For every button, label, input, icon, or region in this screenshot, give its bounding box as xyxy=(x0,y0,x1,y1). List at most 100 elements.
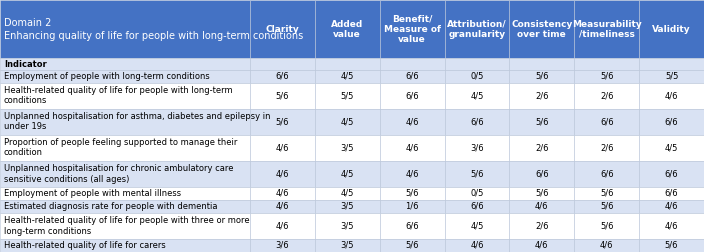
Text: 1/6: 1/6 xyxy=(406,202,419,211)
Bar xyxy=(444,135,510,161)
Bar xyxy=(639,187,704,200)
Text: Clarity: Clarity xyxy=(265,25,299,34)
Bar xyxy=(574,187,639,200)
Text: Validity: Validity xyxy=(652,25,691,34)
Text: 4/6: 4/6 xyxy=(665,91,679,100)
Text: 4/6: 4/6 xyxy=(470,241,484,250)
Bar xyxy=(574,239,639,252)
Bar xyxy=(510,135,574,161)
Bar xyxy=(639,239,704,252)
Bar xyxy=(315,161,379,187)
Bar xyxy=(510,213,574,239)
Text: 4/5: 4/5 xyxy=(341,189,354,198)
Bar xyxy=(444,239,510,252)
Text: 3/5: 3/5 xyxy=(341,202,354,211)
Bar xyxy=(250,70,315,83)
Bar xyxy=(0,200,250,213)
Text: 4/6: 4/6 xyxy=(406,143,419,152)
Bar xyxy=(379,187,444,200)
Bar xyxy=(444,58,510,70)
Bar xyxy=(315,109,379,135)
Text: 3/5: 3/5 xyxy=(341,222,354,230)
Bar xyxy=(250,200,315,213)
Text: 3/5: 3/5 xyxy=(341,143,354,152)
Text: 4/5: 4/5 xyxy=(341,169,354,178)
Bar xyxy=(0,135,250,161)
Bar xyxy=(574,70,639,83)
Text: 0/5: 0/5 xyxy=(470,189,484,198)
Text: Attribution/
granularity: Attribution/ granularity xyxy=(447,20,507,39)
Text: 5/6: 5/6 xyxy=(600,189,613,198)
Bar xyxy=(379,0,444,58)
Bar xyxy=(0,58,250,70)
Text: Unplanned hospitalisation for chronic ambulatory care
sensitive conditions (all : Unplanned hospitalisation for chronic am… xyxy=(4,164,234,183)
Text: 4/5: 4/5 xyxy=(470,222,484,230)
Bar xyxy=(639,0,704,58)
Bar xyxy=(639,83,704,109)
Bar xyxy=(639,200,704,213)
Text: 4/6: 4/6 xyxy=(275,169,289,178)
Text: 5/5: 5/5 xyxy=(341,91,354,100)
Bar xyxy=(250,135,315,161)
Bar xyxy=(444,70,510,83)
Text: 5/6: 5/6 xyxy=(406,189,419,198)
Text: 0/5: 0/5 xyxy=(470,72,484,81)
Text: Estimated diagnosis rate for people with dementia: Estimated diagnosis rate for people with… xyxy=(4,202,218,211)
Bar xyxy=(379,161,444,187)
Bar xyxy=(444,0,510,58)
Text: 4/6: 4/6 xyxy=(600,241,613,250)
Text: 5/6: 5/6 xyxy=(600,222,613,230)
Text: 5/6: 5/6 xyxy=(470,169,484,178)
Bar xyxy=(379,135,444,161)
Text: 4/5: 4/5 xyxy=(341,72,354,81)
Text: 4/6: 4/6 xyxy=(275,143,289,152)
Text: 5/6: 5/6 xyxy=(275,91,289,100)
Text: 5/6: 5/6 xyxy=(406,241,419,250)
Text: Proportion of people feeling supported to manage their
condition: Proportion of people feeling supported t… xyxy=(4,138,237,158)
Bar xyxy=(510,187,574,200)
Bar xyxy=(0,161,250,187)
Text: 4/5: 4/5 xyxy=(665,143,678,152)
Text: Health-related quality of life for carers: Health-related quality of life for carer… xyxy=(4,241,165,250)
Text: 6/6: 6/6 xyxy=(600,169,613,178)
Bar xyxy=(379,70,444,83)
Bar xyxy=(250,109,315,135)
Text: 6/6: 6/6 xyxy=(406,222,419,230)
Text: 5/6: 5/6 xyxy=(535,189,548,198)
Text: 6/6: 6/6 xyxy=(406,72,419,81)
Text: 4/6: 4/6 xyxy=(406,117,419,126)
Bar xyxy=(574,83,639,109)
Text: Domain 2
Enhancing quality of life for people with long-term conditions: Domain 2 Enhancing quality of life for p… xyxy=(4,18,303,41)
Bar xyxy=(315,213,379,239)
Bar xyxy=(639,58,704,70)
Text: Indicator: Indicator xyxy=(4,59,46,69)
Text: 5/6: 5/6 xyxy=(600,202,613,211)
Bar xyxy=(379,213,444,239)
Bar xyxy=(574,213,639,239)
Text: 6/6: 6/6 xyxy=(470,202,484,211)
Text: 4/6: 4/6 xyxy=(275,189,289,198)
Bar xyxy=(315,70,379,83)
Bar xyxy=(510,239,574,252)
Bar xyxy=(444,109,510,135)
Text: Employment of people with long-term conditions: Employment of people with long-term cond… xyxy=(4,72,210,81)
Text: 5/6: 5/6 xyxy=(665,241,679,250)
Text: 6/6: 6/6 xyxy=(600,117,613,126)
Bar xyxy=(379,200,444,213)
Bar xyxy=(0,239,250,252)
Bar xyxy=(510,83,574,109)
Text: Added
value: Added value xyxy=(331,20,363,39)
Text: 5/5: 5/5 xyxy=(665,72,678,81)
Bar xyxy=(639,109,704,135)
Bar xyxy=(0,0,250,58)
Bar xyxy=(639,161,704,187)
Bar xyxy=(574,200,639,213)
Bar xyxy=(510,109,574,135)
Bar xyxy=(315,239,379,252)
Bar xyxy=(250,58,315,70)
Bar xyxy=(379,83,444,109)
Bar xyxy=(574,58,639,70)
Bar xyxy=(510,0,574,58)
Bar xyxy=(250,213,315,239)
Bar xyxy=(0,109,250,135)
